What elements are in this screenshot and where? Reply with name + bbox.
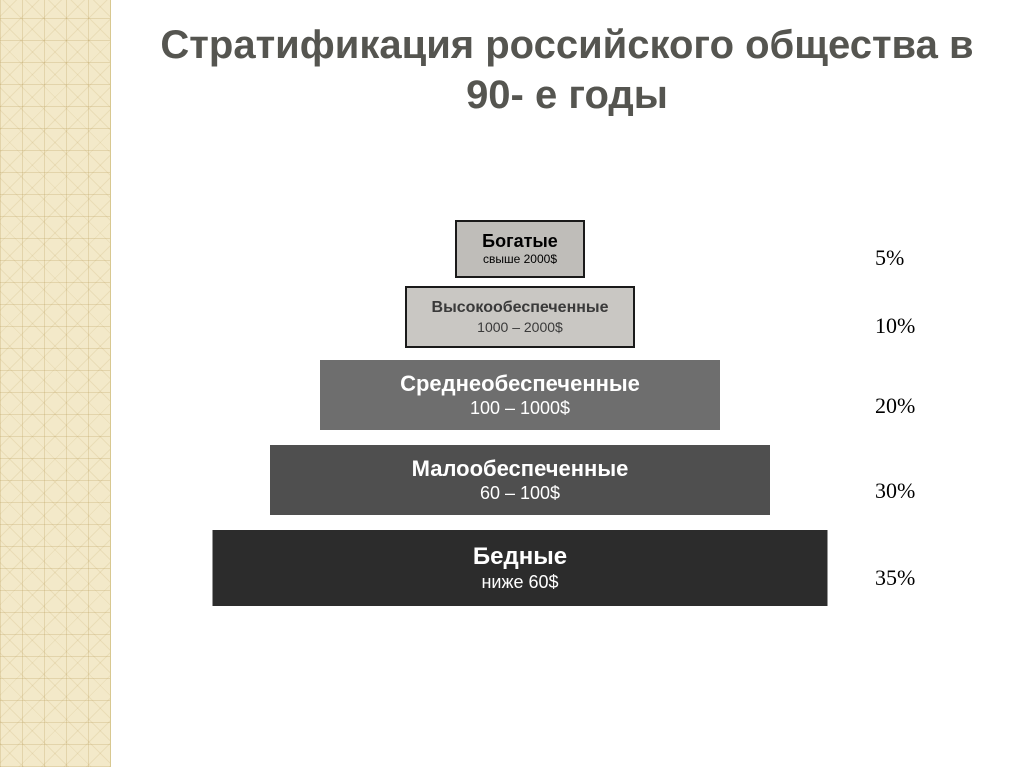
percent-value: 10% (875, 313, 915, 339)
sidebar-decoration (0, 0, 111, 767)
level-label: Бедные (473, 543, 567, 571)
level-label: Богатые (482, 231, 558, 252)
pyramid-level-low-income: Малообеспеченные 60 – 100$ (270, 445, 770, 515)
pyramid-level-poor: Бедные ниже 60$ (213, 530, 828, 606)
percent-value: 20% (875, 393, 915, 419)
pyramid-level-high-income: Высокообеспеченные 1000 – 2000$ (405, 286, 635, 348)
percent-column: 5% 10% 20% 30% 35% (875, 225, 955, 655)
percent-value: 35% (875, 565, 915, 591)
level-sublabel: 1000 – 2000$ (477, 319, 563, 335)
level-sublabel: 100 – 1000$ (470, 398, 570, 419)
percent-value: 30% (875, 478, 915, 504)
level-label: Высокообеспеченные (432, 299, 609, 317)
slide-title: Стратификация российского общества в 90-… (110, 20, 1024, 120)
level-sublabel: свыше 2000$ (483, 253, 557, 267)
level-label: Среднеобеспеченные (400, 371, 640, 396)
pyramid-level-mid-income: Среднеобеспеченные 100 – 1000$ (320, 360, 720, 430)
stratification-pyramid: Богатые свыше 2000$ Высокообеспеченные 1… (200, 220, 840, 660)
percent-value: 5% (875, 245, 904, 271)
pyramid-level-rich: Богатые свыше 2000$ (455, 220, 585, 278)
level-sublabel: ниже 60$ (481, 572, 558, 593)
level-sublabel: 60 – 100$ (480, 483, 560, 504)
level-label: Малообеспеченные (412, 456, 629, 481)
